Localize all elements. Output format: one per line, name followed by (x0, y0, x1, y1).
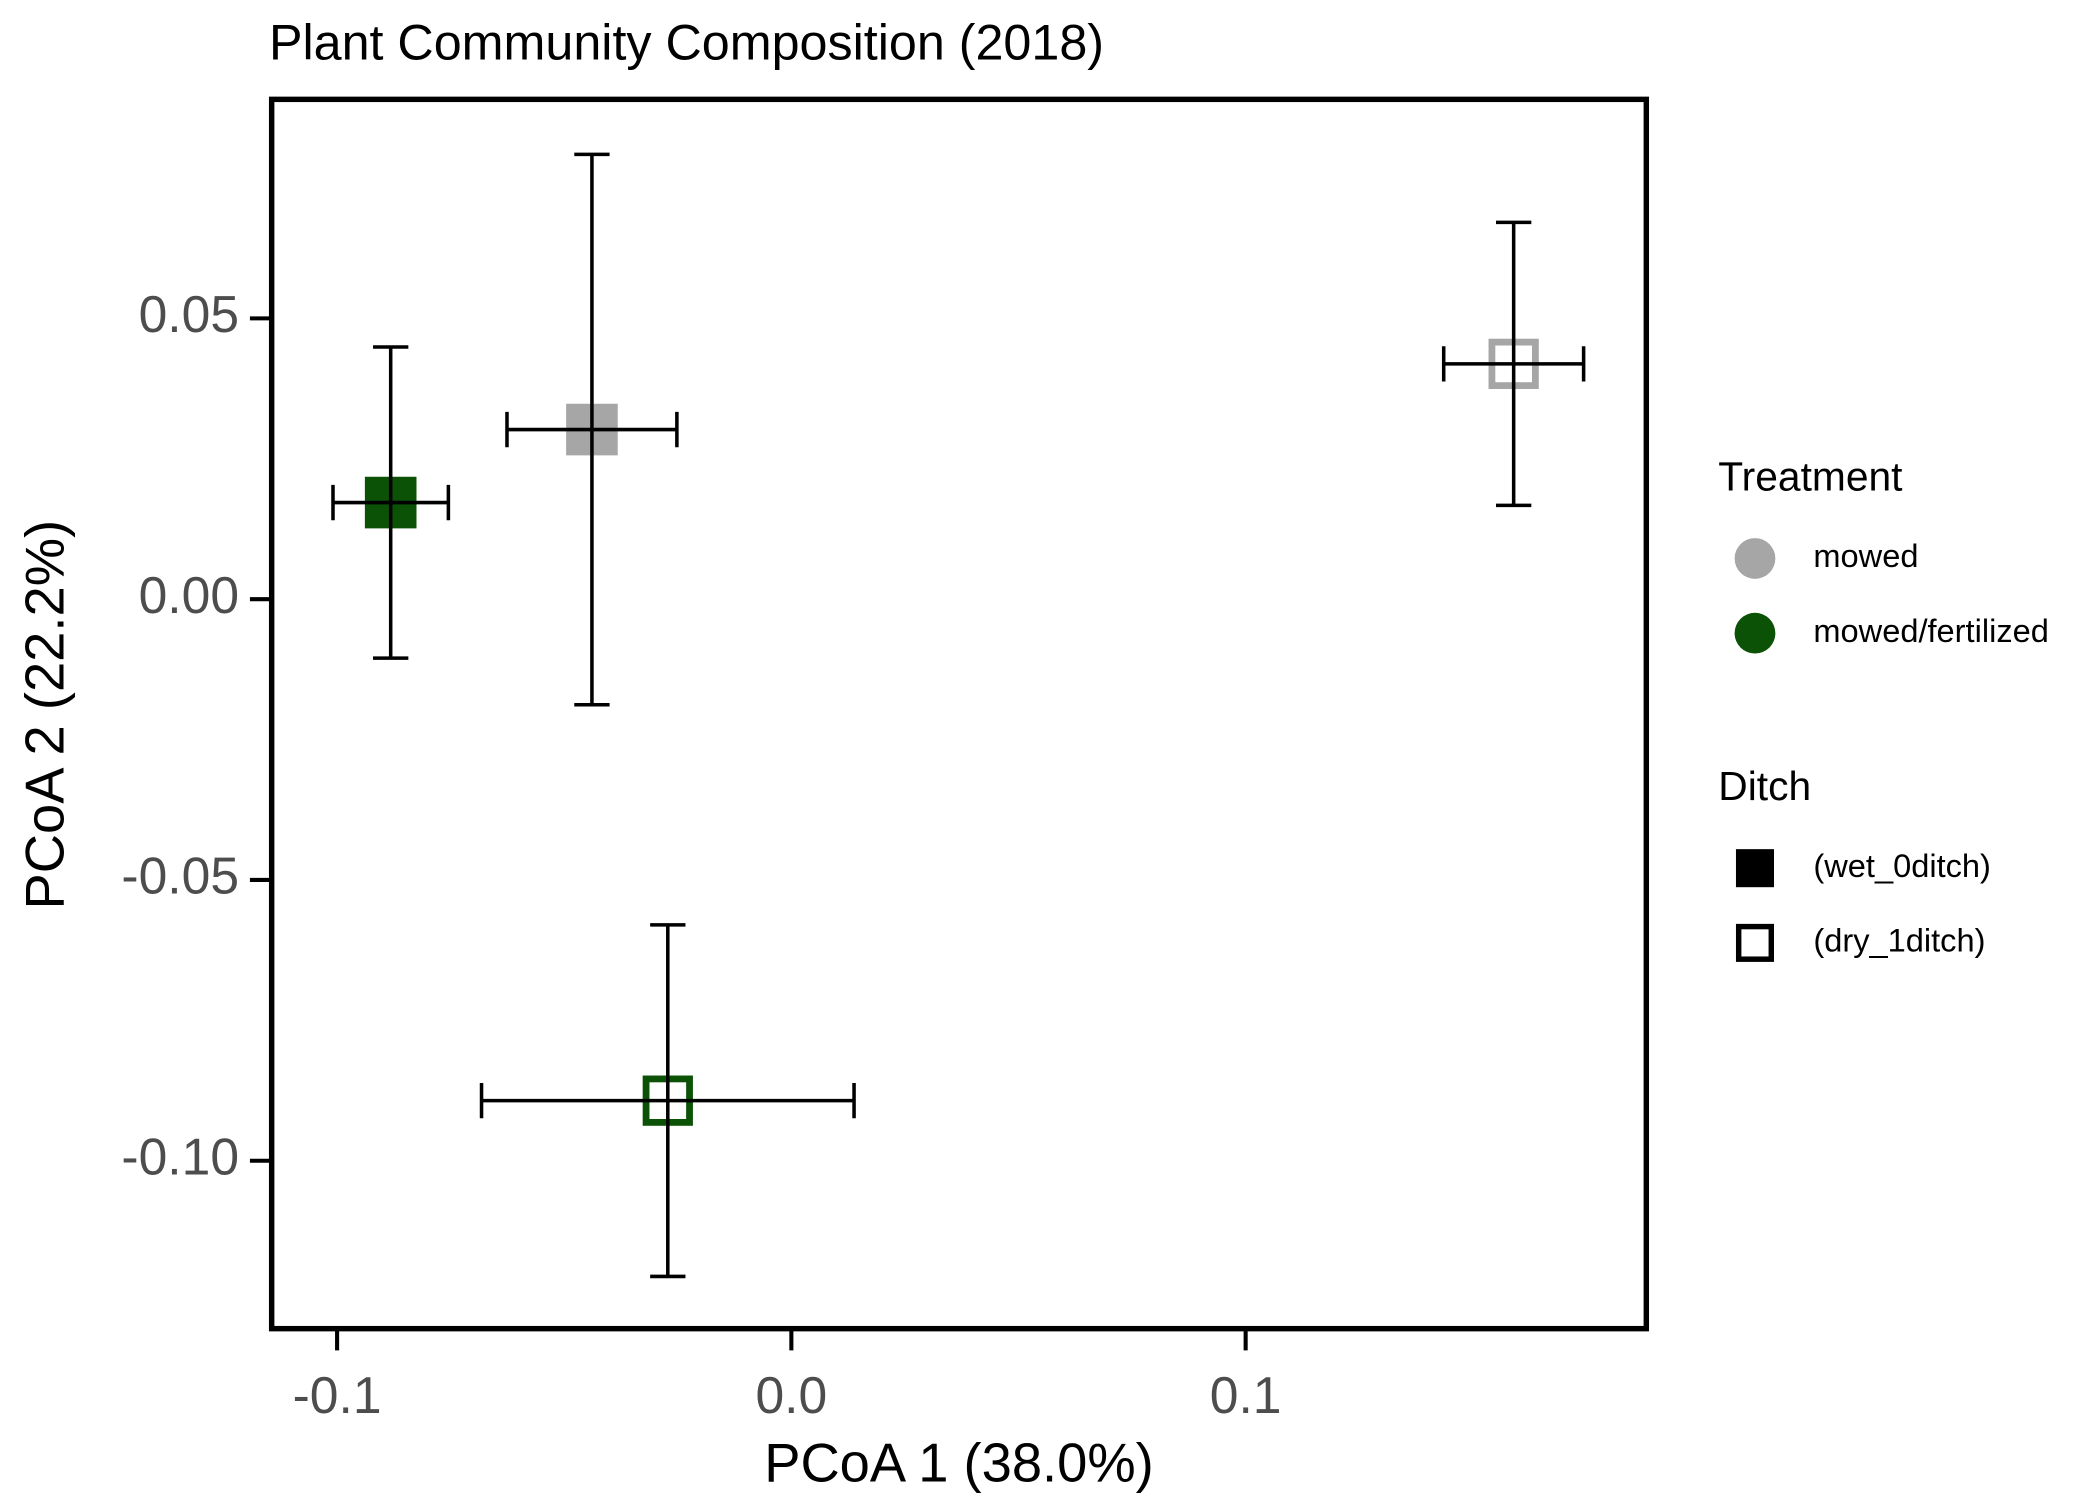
legend-symbol (1735, 849, 1774, 888)
legend-title: Ditch (1718, 763, 1811, 809)
x-error-bar (479, 1082, 856, 1119)
chart-title: Plant Community Composition (2018) (269, 15, 1104, 71)
y-tick-label: 0.00 (139, 566, 239, 624)
legend-symbol (1734, 612, 1776, 654)
legend-label: (wet_0ditch) (1813, 847, 1991, 884)
x-error-bar (1441, 346, 1586, 382)
legend-label: mowed (1813, 537, 1918, 574)
y-tick-label: -0.05 (121, 847, 239, 905)
y-axis-label: PCoA 2 (22.2%) (14, 520, 75, 910)
x-tick-label: -0.1 (293, 1366, 382, 1424)
legend-title: Treatment (1718, 453, 1903, 499)
x-tick-label: 0.1 (1210, 1366, 1282, 1424)
legend-label: (dry_1ditch) (1813, 921, 1985, 958)
x-axis-label: PCoA 1 (38.0%) (764, 1433, 1154, 1494)
plot-frame (268, 96, 1650, 1332)
x-error-bar (505, 411, 679, 448)
x-tick-label: 0.0 (755, 1366, 827, 1424)
legend-symbol (1735, 923, 1774, 962)
y-tick-label: 0.05 (139, 285, 239, 343)
legend-symbol (1734, 538, 1776, 579)
x-error-bar (331, 484, 451, 521)
legend-label: mowed/fertilized (1813, 612, 2049, 649)
y-tick-label: -0.10 (121, 1127, 239, 1185)
